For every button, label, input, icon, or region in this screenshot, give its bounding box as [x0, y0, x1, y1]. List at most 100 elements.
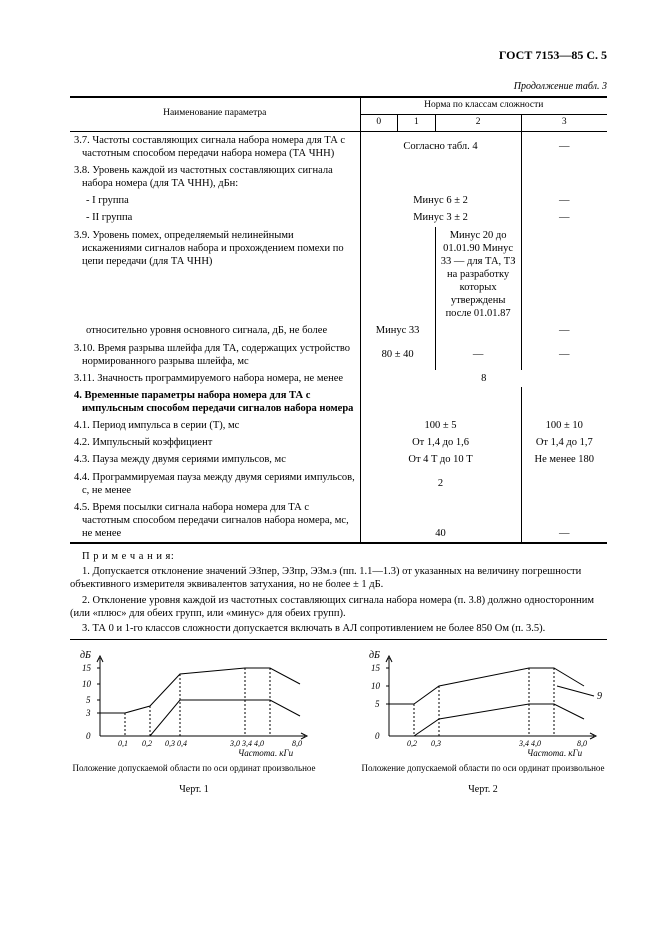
chart-svg-2: дБ 15 10 5 0 0,2 0,3 3,4 4,0 8,0 9 Часто…: [359, 646, 607, 756]
class-col-2: 2: [435, 114, 521, 131]
col-header-param: Наименование параметра: [70, 97, 360, 131]
cell-value: —: [521, 131, 607, 162]
svg-text:15: 15: [82, 663, 92, 673]
table-row: 4.5. Время посылки сигнала набора номера…: [70, 499, 607, 543]
svg-text:0,3: 0,3: [431, 739, 441, 748]
param-text: 3.7. Частоты составляющих сигнала набора…: [70, 131, 360, 162]
svg-text:3: 3: [85, 708, 91, 718]
svg-text:0,2: 0,2: [142, 739, 152, 748]
cell-value: [521, 469, 607, 499]
table-row: 3.7. Частоты составляющих сигнала набора…: [70, 131, 607, 162]
param-text: - I группа: [70, 192, 360, 209]
table-row: 4.3. Пауза между двумя сериями импульсов…: [70, 451, 607, 468]
notes-lead: П р и м е ч а н и я:: [70, 550, 607, 563]
class-col-3: 3: [521, 114, 607, 131]
table-row: - I группа Минус 6 ± 2 —: [70, 192, 607, 209]
svg-text:дБ: дБ: [80, 650, 91, 661]
param-text: 3.8. Уровень каждой из частотных составл…: [70, 162, 360, 192]
svg-text:10: 10: [82, 679, 92, 689]
notes-block: П р и м е ч а н и я: 1. Допускается откл…: [70, 550, 607, 635]
svg-text:Частота, кГц: Частота, кГц: [238, 748, 294, 756]
param-text: 4.4. Программируемая пауза между двумя с…: [70, 469, 360, 499]
cell-value: [521, 162, 607, 192]
svg-text:10: 10: [371, 681, 381, 691]
svg-text:3,4 4,0: 3,4 4,0: [518, 739, 541, 748]
cell-value: 100 ± 10: [521, 417, 607, 434]
note-item: 2. Отклонение уровня каждой из частотных…: [70, 594, 607, 620]
cell-value: —: [521, 192, 607, 209]
chart-svg-1: дБ 15 10 5 3 0 0,1 0,2 0,3 0,4 3,0 3,4 4…: [70, 646, 318, 756]
param-text: 3.10. Время разрыва шлейфа для ТА, содер…: [70, 340, 360, 370]
table-row: 4.1. Период импульса в серии (T), мс 100…: [70, 417, 607, 434]
cell-value: 2: [360, 469, 521, 499]
figure-2-caption: Положение допускаемой области по оси орд…: [359, 763, 607, 774]
figure-2-label: Черт. 2: [359, 784, 607, 795]
param-text: относительно уровня основного сигнала, д…: [70, 322, 360, 339]
cell-value: Минус 20 до 01.01.90 Минус 33 — для ТА, …: [435, 227, 521, 323]
class-col-0: 0: [360, 114, 398, 131]
cell-value: Минус 3 ± 2: [360, 209, 521, 226]
param-text: 4.2. Импульсный коэффициент: [70, 434, 360, 451]
table-row: - II группа Минус 3 ± 2 —: [70, 209, 607, 226]
svg-text:5: 5: [86, 695, 91, 705]
table-row: 3.11. Значность программируемого набора …: [70, 370, 607, 387]
figures-row: дБ 15 10 5 3 0 0,1 0,2 0,3 0,4 3,0 3,4 4…: [70, 646, 607, 795]
cell-value: От 1,4 до 1,7: [521, 434, 607, 451]
cell-value: Минус 33: [360, 322, 435, 339]
note-item: 1. Допускается отклонение значений ЭЗпер…: [70, 565, 607, 591]
table-row: относительно уровня основного сигнала, д…: [70, 322, 607, 339]
table-row: 3.8. Уровень каждой из частотных составл…: [70, 162, 607, 192]
cell-value: Согласно табл. 4: [360, 131, 521, 162]
figure-2: дБ 15 10 5 0 0,2 0,3 3,4 4,0 8,0 9 Часто…: [359, 646, 607, 795]
cell-value: [360, 162, 521, 192]
svg-text:8,0: 8,0: [577, 739, 587, 748]
cell-value: —: [521, 499, 607, 543]
param-text: 3.9. Уровень помех, определяемый нелиней…: [70, 227, 360, 323]
note-item: 3. ТА 0 и 1-го классов сложности допуска…: [70, 622, 607, 635]
param-text: 4.3. Пауза между двумя сериями импульсов…: [70, 451, 360, 468]
cell-value: [521, 227, 607, 323]
parameters-table: Наименование параметра Норма по классам …: [70, 96, 607, 544]
table-row: 3.9. Уровень помех, определяемый нелиней…: [70, 227, 607, 323]
svg-text:3,0 3,4 4,0: 3,0 3,4 4,0: [229, 739, 264, 748]
cell-value: 100 ± 5: [360, 417, 521, 434]
svg-text:0: 0: [375, 731, 380, 741]
table-row: 4. Временные параметры набора номера для…: [70, 387, 607, 417]
param-text: 3.11. Значность программируемого набора …: [70, 370, 360, 387]
svg-text:8,0: 8,0: [292, 739, 302, 748]
param-text: 4. Временные параметры набора номера для…: [70, 387, 360, 417]
cell-value: Не менее 180: [521, 451, 607, 468]
cell-value: —: [521, 340, 607, 370]
svg-text:0,3 0,4: 0,3 0,4: [165, 739, 187, 748]
cell-value: —: [521, 322, 607, 339]
table-row: 4.2. Импульсный коэффициент От 1,4 до 1,…: [70, 434, 607, 451]
table-row: 4.4. Программируемая пауза между двумя с…: [70, 469, 607, 499]
svg-text:дБ: дБ: [369, 650, 380, 661]
figure-1: дБ 15 10 5 3 0 0,1 0,2 0,3 0,4 3,0 3,4 4…: [70, 646, 318, 795]
svg-text:5: 5: [375, 699, 380, 709]
param-text: 4.1. Период импульса в серии (T), мс: [70, 417, 360, 434]
col-header-norm: Норма по классам сложности: [360, 97, 607, 114]
cell-value: 40: [360, 499, 521, 543]
cell-value: 8: [360, 370, 607, 387]
cell-value: [360, 227, 435, 323]
svg-text:0,1: 0,1: [118, 739, 128, 748]
svg-text:9: 9: [597, 691, 602, 702]
cell-value: —: [435, 340, 521, 370]
page-header: ГОСТ 7153—85 С. 5: [70, 48, 607, 63]
cell-value: От 4 T до 10 T: [360, 451, 521, 468]
svg-text:0: 0: [86, 731, 91, 741]
svg-text:Частота, кГц: Частота, кГц: [527, 748, 583, 756]
table-row: 3.10. Время разрыва шлейфа для ТА, содер…: [70, 340, 607, 370]
class-col-1: 1: [398, 114, 436, 131]
cell-value: [435, 322, 521, 339]
cell-value: Минус 6 ± 2: [360, 192, 521, 209]
cell-value: —: [521, 209, 607, 226]
figure-1-label: Черт. 1: [70, 784, 318, 795]
svg-text:15: 15: [371, 663, 381, 673]
cell-value: 80 ± 40: [360, 340, 435, 370]
svg-text:0,2: 0,2: [407, 739, 417, 748]
cell-value: От 1,4 до 1,6: [360, 434, 521, 451]
param-text: 4.5. Время посылки сигнала набора номера…: [70, 499, 360, 543]
table-continuation-caption: Продолжение табл. 3: [70, 81, 607, 92]
